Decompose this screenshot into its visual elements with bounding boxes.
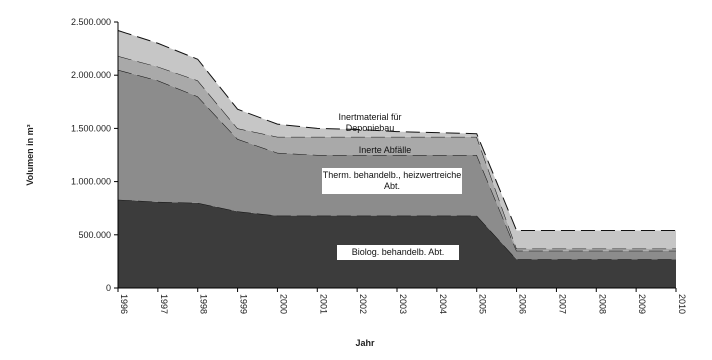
y-tick-label: 2.500.000 <box>71 17 111 27</box>
x-axis-title: Jahr <box>355 338 375 348</box>
x-tick-label: 1996 <box>119 294 129 314</box>
x-tick-label: 2002 <box>358 294 368 314</box>
x-tick-label: 2009 <box>637 294 647 314</box>
area-edge <box>117 30 676 232</box>
y-tick-label: 2.000.000 <box>71 70 111 80</box>
x-tick-label: 2010 <box>677 294 687 314</box>
series-label: Therm. behandelb., heizwertreiche Abt. <box>322 168 462 194</box>
y-axis-title: Volumen in m³ <box>25 124 35 185</box>
area <box>118 69 676 260</box>
y-tick-label: 0 <box>106 283 111 293</box>
x-tick-label: 1997 <box>159 294 169 314</box>
y-tick-label: 1.000.000 <box>71 177 111 187</box>
series-label: Inertmaterial für Deponiebau <box>338 112 402 133</box>
x-tick-label: 2004 <box>438 294 448 314</box>
area <box>118 30 676 249</box>
x-tick-label: 2000 <box>278 294 288 314</box>
series-label: Inerte Abfälle <box>358 145 412 155</box>
x-tick-label: 2006 <box>518 294 528 314</box>
x-tick-label: 2003 <box>398 294 408 314</box>
y-tick-label: 1.500.000 <box>71 123 111 133</box>
x-tick-label: 2001 <box>318 294 328 314</box>
area <box>118 199 676 288</box>
x-tick-label: 1999 <box>239 294 249 314</box>
x-tick-label: 2005 <box>478 294 488 314</box>
x-tick-label: 1998 <box>199 294 209 314</box>
area <box>118 56 676 251</box>
y-tick-label: 500.000 <box>78 230 111 240</box>
x-tick-label: 2008 <box>597 294 607 314</box>
x-tick-label: 2007 <box>557 294 567 314</box>
series-label: Biolog. behandelb. Abt. <box>337 245 459 260</box>
